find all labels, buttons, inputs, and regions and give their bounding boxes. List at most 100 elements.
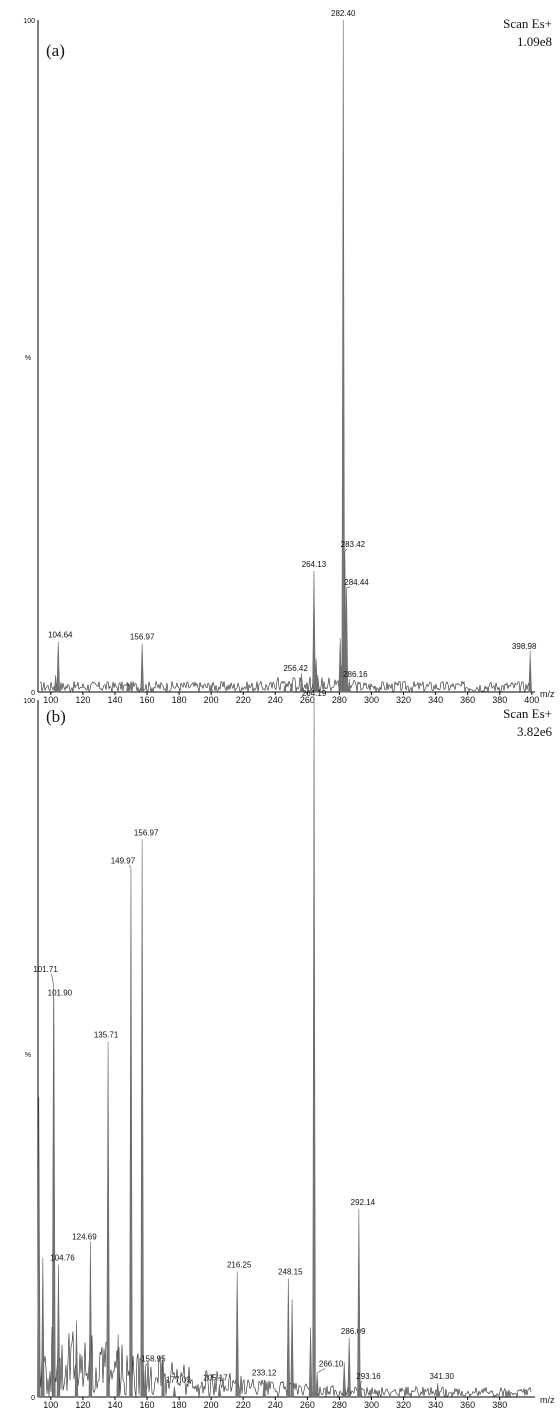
peak-label: 282.40 bbox=[331, 9, 356, 18]
peak-label: 248.15 bbox=[278, 1268, 303, 1277]
x-tick-label: 380 bbox=[492, 695, 507, 705]
peak-mark bbox=[339, 665, 344, 693]
x-axis-label-b: m/z bbox=[540, 1395, 555, 1405]
peak-mark bbox=[316, 675, 320, 693]
peak-label: 286.16 bbox=[343, 670, 368, 679]
peak-mark bbox=[528, 653, 532, 693]
x-tick-label: 260 bbox=[300, 1400, 315, 1409]
peak-label: 135.71 bbox=[94, 1031, 119, 1040]
x-tick-label: 120 bbox=[75, 1400, 90, 1409]
spectrum-panel-a: 100 0 % m/z (a) Scan Es+ 1.09e8 104.64 15… bbox=[23, 9, 555, 705]
peak-mark bbox=[286, 1278, 291, 1398]
spectrum-panel-b: 100 0 % m/z (b) Scan Es+ 3.82e6 101.7110… bbox=[23, 689, 555, 1409]
peak-label: 156.97 bbox=[130, 633, 155, 642]
scan-label-a: Scan Es+ bbox=[503, 16, 552, 31]
peak-mark bbox=[56, 1264, 61, 1398]
y-axis-label-a: % bbox=[25, 355, 31, 362]
peak-mark bbox=[342, 1362, 346, 1398]
x-tick-label: 100 bbox=[43, 695, 58, 705]
panel-label-a: (a) bbox=[46, 41, 65, 60]
noise-trace-b bbox=[39, 1327, 532, 1398]
peak-mark bbox=[74, 1320, 79, 1398]
y-tick-bottom-a: 0 bbox=[31, 690, 35, 697]
peak-label: 158.95 bbox=[141, 1355, 166, 1364]
peak-label: 398.98 bbox=[512, 642, 537, 651]
y-axis-label-b: % bbox=[25, 1052, 31, 1059]
x-tick-label: 340 bbox=[428, 695, 443, 705]
x-tick-label: 380 bbox=[492, 1400, 507, 1409]
x-tick-label: 320 bbox=[396, 1400, 411, 1409]
y-tick-bottom-b: 0 bbox=[31, 1395, 35, 1402]
peak-label: 101.90 bbox=[48, 989, 73, 998]
peak-mark bbox=[129, 867, 133, 1398]
peak-mark bbox=[312, 699, 316, 1398]
x-tick-label: 240 bbox=[268, 695, 283, 705]
peak-mark bbox=[126, 681, 130, 693]
peak-mark bbox=[435, 1383, 440, 1398]
peak-label: 156.97 bbox=[134, 828, 159, 837]
y-tick-top-a: 100 bbox=[23, 18, 35, 25]
noise-line bbox=[39, 676, 532, 694]
x-tick-label: 400 bbox=[524, 695, 539, 705]
x-tick-label: 300 bbox=[364, 695, 379, 705]
peak-mark bbox=[161, 1355, 165, 1398]
peak-label: 341.30 bbox=[429, 1372, 454, 1381]
peak-mark bbox=[37, 1097, 41, 1398]
peak-mark bbox=[56, 641, 60, 693]
x-tick-label: 100 bbox=[43, 1400, 58, 1409]
peak-mark bbox=[140, 839, 144, 1398]
peak-mark bbox=[106, 1041, 110, 1398]
x-tick-label: 240 bbox=[268, 1400, 283, 1409]
peak-mark bbox=[315, 1372, 319, 1398]
x-tick-label: 140 bbox=[107, 1400, 122, 1409]
peak-label: 283.42 bbox=[341, 540, 366, 549]
x-tick-label: 220 bbox=[236, 695, 251, 705]
peak-label: 104.64 bbox=[48, 631, 73, 640]
scale-label-b: 3.82e6 bbox=[517, 724, 553, 739]
peak-leader bbox=[316, 1368, 326, 1373]
noise-trace-a bbox=[39, 676, 532, 694]
peak-mark bbox=[262, 1379, 266, 1398]
peak-leader bbox=[128, 865, 132, 868]
x-tick-label: 300 bbox=[364, 1400, 379, 1409]
peak-label: 124.69 bbox=[72, 1233, 97, 1242]
peak-label: 205.17 bbox=[203, 1373, 228, 1382]
peaks-a: 104.64 156.97 256.42 264.13 282.40 283.42 284.… bbox=[48, 9, 537, 693]
peak-leader bbox=[344, 548, 348, 552]
peak-label: 284.44 bbox=[344, 578, 369, 587]
peak-mark bbox=[235, 1271, 239, 1398]
peak-mark bbox=[357, 1208, 361, 1398]
peak-leader bbox=[145, 1363, 148, 1366]
peak-label: 104.76 bbox=[50, 1254, 75, 1263]
peak-label: 233.12 bbox=[252, 1369, 277, 1378]
y-tick-top-b: 100 bbox=[23, 698, 35, 705]
peak-mark bbox=[172, 1386, 177, 1398]
peak-leader bbox=[346, 586, 351, 589]
x-tick-label: 120 bbox=[75, 695, 90, 705]
peak-mark bbox=[88, 1243, 93, 1398]
peak-label: 286.09 bbox=[341, 1327, 366, 1336]
peak-label: 149.97 bbox=[111, 856, 136, 865]
x-tick-label: 200 bbox=[204, 1400, 219, 1409]
x-tick-label: 160 bbox=[140, 695, 155, 705]
peak-mark bbox=[347, 681, 352, 693]
x-tick-label: 280 bbox=[332, 695, 347, 705]
x-tick-label: 340 bbox=[428, 1400, 443, 1409]
panel-label-b: (b) bbox=[46, 707, 66, 726]
peak-mark bbox=[344, 587, 349, 693]
peak-mark bbox=[299, 675, 304, 693]
noise-line bbox=[39, 1327, 532, 1398]
x-ticks-a: 100 120 140 160 180 200 220 240 260 280 300 320 340 3… bbox=[43, 692, 539, 705]
x-tick-label: 220 bbox=[236, 1400, 251, 1409]
x-tick-label: 360 bbox=[460, 695, 475, 705]
x-tick-label: 360 bbox=[460, 1400, 475, 1409]
peak-mark bbox=[116, 1334, 120, 1398]
peak-mark bbox=[358, 1383, 363, 1398]
x-tick-label: 320 bbox=[396, 695, 411, 705]
x-tick-label: 280 bbox=[332, 1400, 347, 1409]
peak-leader bbox=[360, 1380, 363, 1384]
scale-label-a: 1.09e8 bbox=[517, 34, 552, 49]
peak-label: 177.09 bbox=[166, 1376, 191, 1385]
peak-leader bbox=[51, 973, 54, 986]
peak-mark bbox=[308, 1327, 313, 1398]
